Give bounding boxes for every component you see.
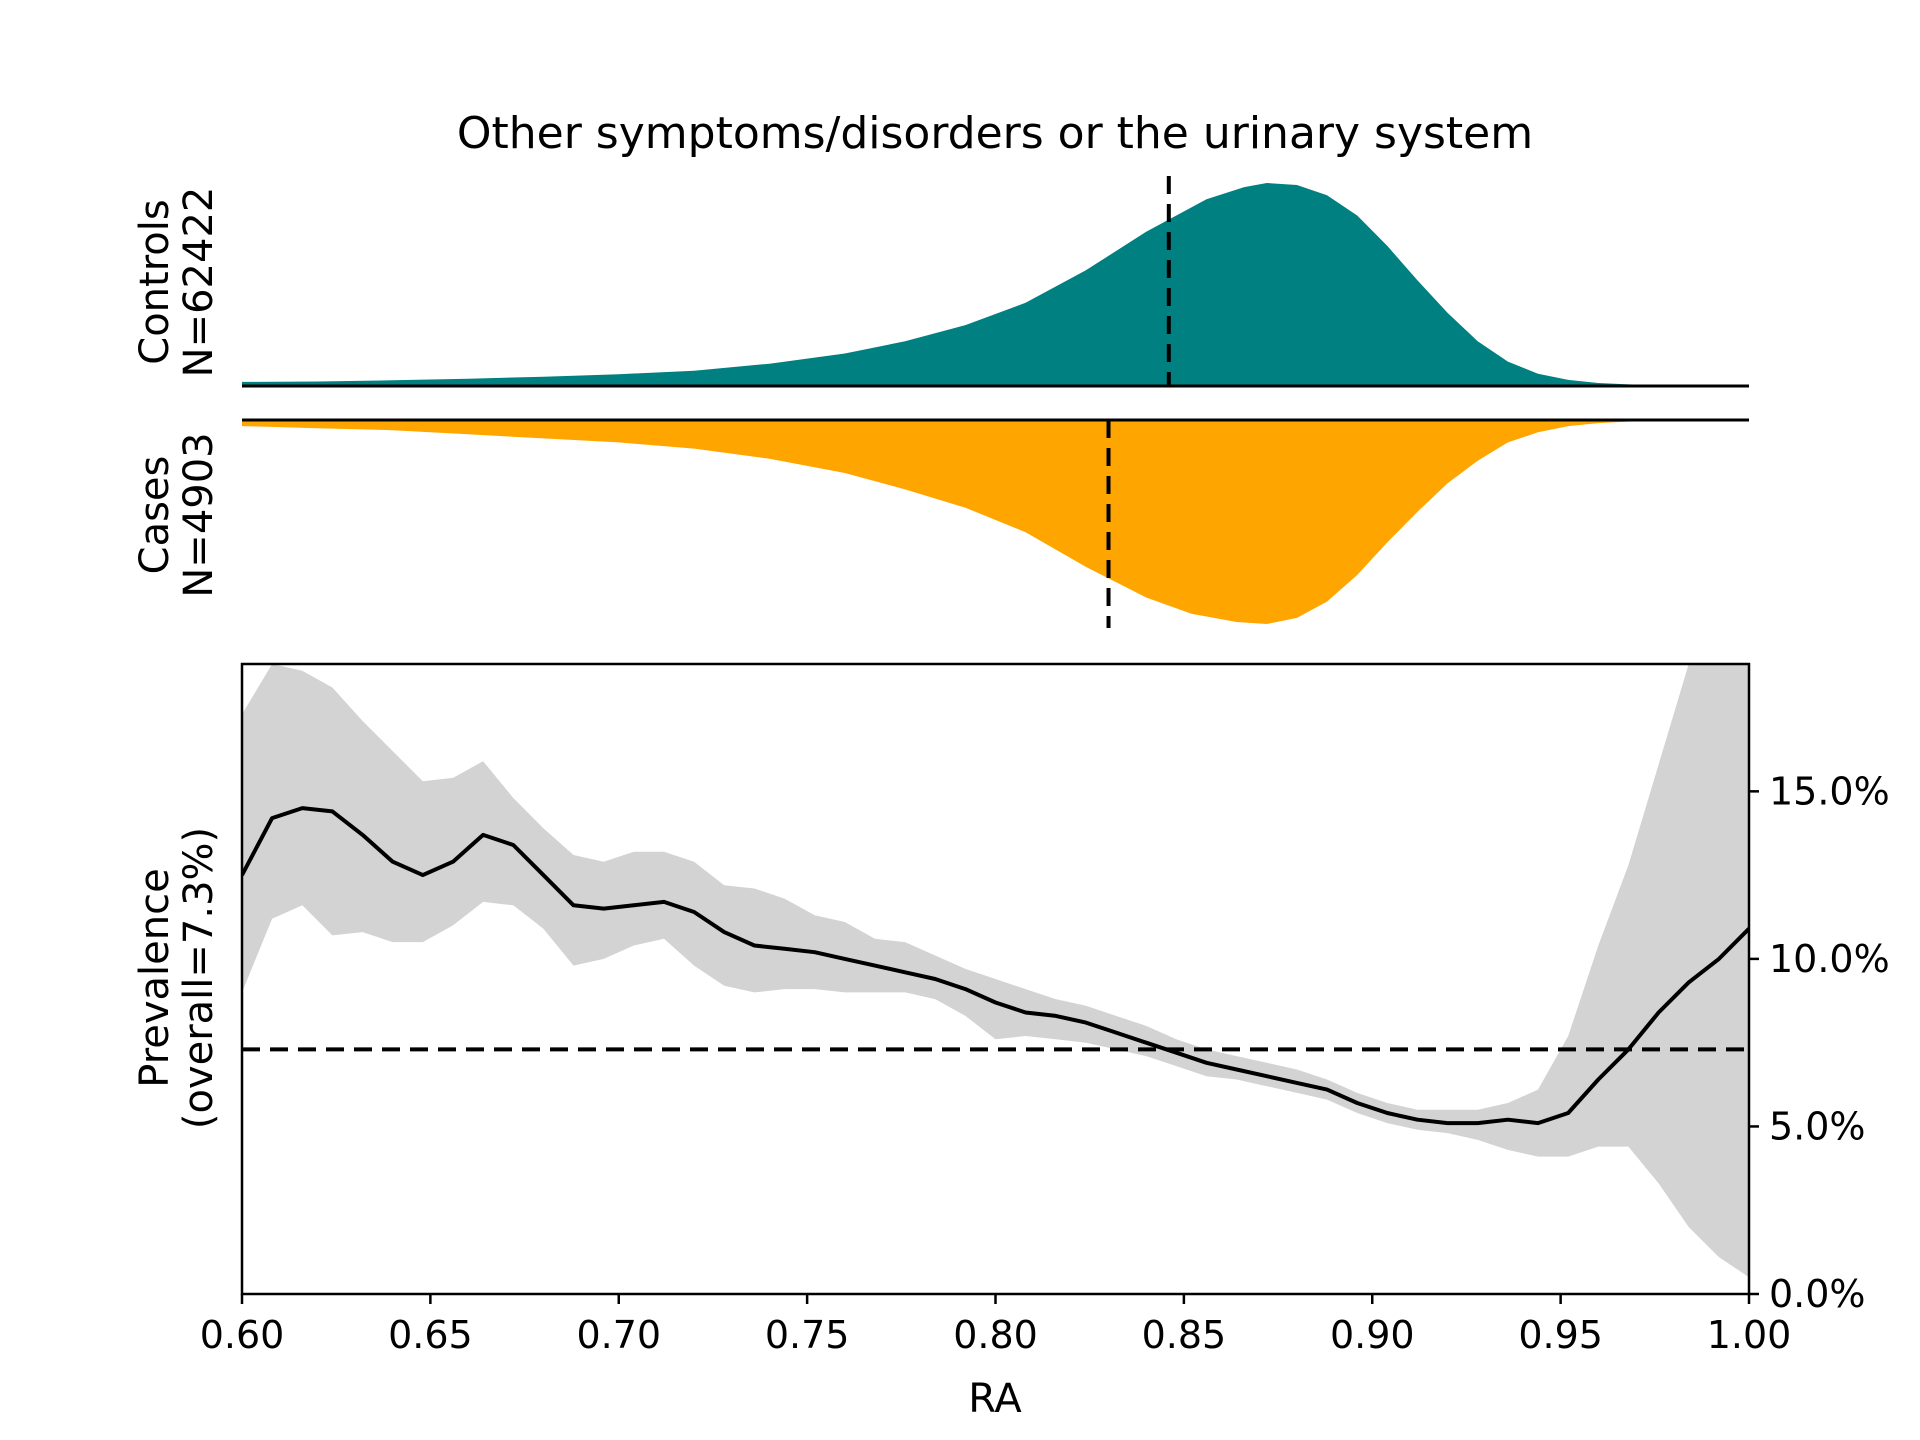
x-tick-label: 0.80 [953, 1313, 1038, 1357]
x-tick-label: 0.85 [1142, 1313, 1227, 1357]
prevalence-line [242, 806, 1749, 1126]
confidence-band [242, 664, 1749, 1278]
chart-title: Other symptoms/disorders or the urinary … [457, 108, 1533, 159]
y-tick-label: 15.0% [1769, 769, 1890, 813]
x-tick-label: 0.95 [1518, 1313, 1603, 1357]
x-tick-label: 0.65 [388, 1313, 473, 1357]
y-tick-label: 5.0% [1769, 1104, 1866, 1148]
x-tick-label: 0.60 [200, 1313, 285, 1357]
x-tick-label: 0.75 [765, 1313, 850, 1357]
x-tick-label: 1.00 [1707, 1313, 1792, 1357]
x-tick-label: 0.70 [576, 1313, 661, 1357]
y-axis-right: 0.0% 5.0% 10.0% 15.0% [1749, 769, 1890, 1316]
cases-density-area [242, 420, 1749, 624]
controls-n-label: N=62422 [176, 187, 222, 378]
prevalence-ylabel-overall: (overall=7.3%) [176, 827, 222, 1129]
y-tick-label: 0.0% [1769, 1272, 1866, 1316]
prevalence-panel: 0.60 0.65 0.70 0.75 0.80 0.85 0.90 0.95 1.00 0.0… [132, 662, 1890, 1422]
cases-panel: Cases N=4903 [132, 418, 1749, 628]
x-axis-label: RA [968, 1376, 1022, 1422]
cases-n-label: N=4903 [176, 432, 222, 597]
controls-density-area [242, 183, 1749, 386]
controls-label: Controls [132, 199, 178, 364]
controls-panel: Controls N=62422 [132, 176, 1749, 388]
x-axis: 0.60 0.65 0.70 0.75 0.80 0.85 0.90 0.95 1.00 [200, 1294, 1792, 1357]
y-tick-label: 10.0% [1769, 937, 1890, 981]
prevalence-ylabel: Prevalence [132, 868, 178, 1087]
x-tick-label: 0.90 [1330, 1313, 1415, 1357]
cases-label: Cases [132, 456, 178, 575]
